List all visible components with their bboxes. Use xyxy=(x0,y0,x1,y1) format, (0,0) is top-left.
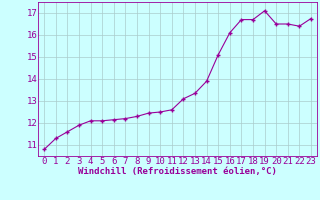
X-axis label: Windchill (Refroidissement éolien,°C): Windchill (Refroidissement éolien,°C) xyxy=(78,167,277,176)
